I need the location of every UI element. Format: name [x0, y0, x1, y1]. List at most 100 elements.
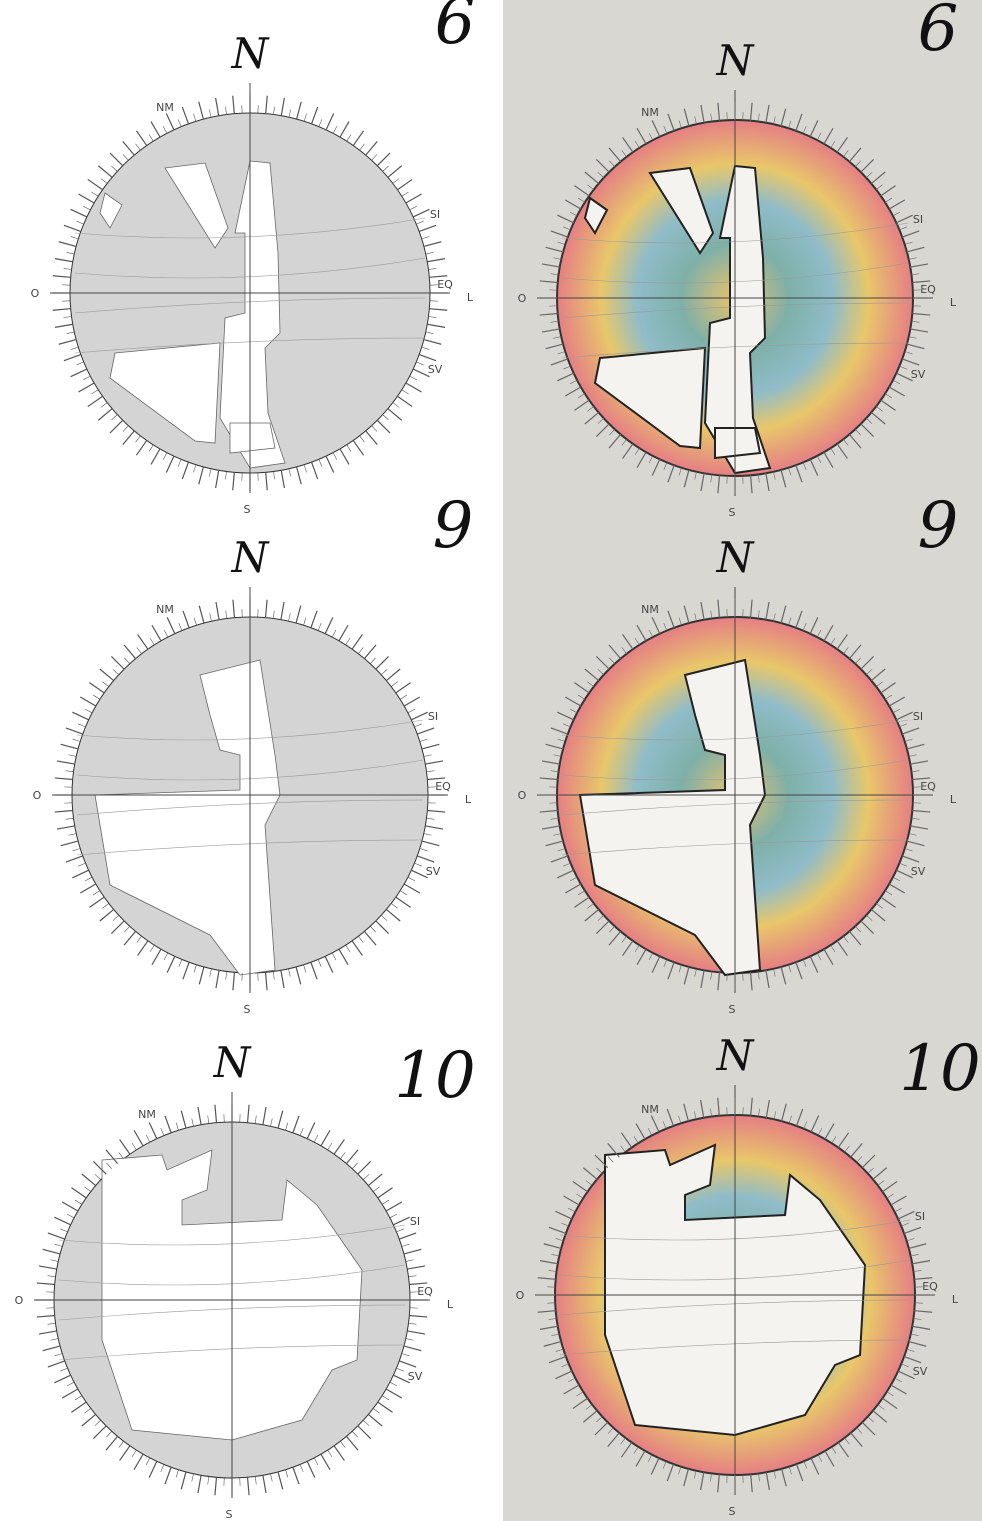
- compass-tick: [541, 760, 560, 765]
- west-label: O: [15, 1294, 24, 1307]
- compass-tick: [265, 472, 268, 491]
- sv-label: SV: [911, 368, 926, 381]
- compass-tick: [553, 257, 562, 260]
- compass-tick: [277, 1110, 284, 1129]
- compass-tick: [209, 968, 212, 977]
- compass-tick: [135, 130, 148, 146]
- compass-tick: [109, 419, 124, 434]
- compass-tick: [557, 214, 574, 224]
- sky-diagram: N 9 NM SI EQ SV O L S: [518, 489, 959, 1016]
- compass-tick: [162, 452, 168, 460]
- compass-tick: [633, 1136, 639, 1144]
- compass-tick: [648, 952, 654, 961]
- compass-tick: [773, 613, 776, 622]
- compass-tick: [399, 1232, 417, 1240]
- compass-tick: [54, 1374, 71, 1384]
- compass-tick: [539, 1260, 558, 1265]
- compass-tick: [902, 358, 920, 366]
- compass-tick: [47, 1360, 65, 1368]
- compass-tick: [150, 448, 161, 465]
- compass-tick: [633, 1446, 639, 1454]
- compass-tick: [97, 165, 113, 178]
- west-label: O: [518, 789, 527, 802]
- compass-tick: [555, 1348, 564, 1352]
- compass-tick: [198, 605, 205, 624]
- compass-tick: [197, 1475, 202, 1494]
- compass-tick: [367, 1173, 383, 1187]
- compass-tick: [906, 1348, 915, 1352]
- compass-tick: [608, 644, 622, 660]
- compass-tick: [387, 408, 403, 421]
- compass-tick: [564, 386, 582, 397]
- compass-tick: [914, 1310, 933, 1313]
- compass-tick: [780, 966, 787, 985]
- compass-tick: [621, 647, 627, 654]
- compass-tick: [382, 414, 389, 421]
- compass-tick: [339, 121, 350, 138]
- compass-tick: [119, 1139, 131, 1155]
- compass-tick: [423, 754, 432, 757]
- compass-tick: [543, 1243, 562, 1249]
- compass-tick: [809, 617, 819, 634]
- compass-tick: [102, 681, 109, 687]
- compass-tick: [876, 184, 883, 190]
- compass-tick: [79, 883, 97, 894]
- compass-tick: [563, 365, 571, 370]
- compass-tick: [850, 1432, 863, 1448]
- compass-tick: [60, 1228, 68, 1233]
- compass-tick: [426, 770, 435, 773]
- compass-tick: [908, 336, 917, 339]
- compass-tick: [577, 694, 586, 700]
- compass-tick: [296, 466, 302, 485]
- compass-tick: [377, 1401, 393, 1413]
- sv-label: SV: [426, 865, 441, 878]
- compass-tick: [124, 657, 130, 664]
- compass-tick: [285, 1469, 289, 1478]
- compass-tick: [358, 936, 364, 943]
- compass-tick: [910, 328, 929, 333]
- compass-tick: [149, 944, 155, 953]
- compass-tick: [545, 343, 564, 350]
- compass-tick: [94, 1174, 101, 1180]
- compass-tick: [84, 708, 93, 714]
- compass-tick: [232, 95, 235, 114]
- compass-tick: [596, 1416, 603, 1423]
- compass-tick: [392, 402, 400, 408]
- compass-tick: [830, 944, 836, 953]
- compass-tick: [99, 668, 115, 682]
- compass-tick: [773, 116, 776, 125]
- compass-tick: [788, 120, 792, 129]
- compass-tick: [403, 696, 421, 707]
- compass-tick: [910, 1254, 919, 1257]
- compass-tick: [788, 617, 792, 626]
- compass-tick: [902, 727, 920, 735]
- compass-tick: [94, 1420, 101, 1426]
- compass-tick: [273, 471, 275, 480]
- compass-tick: [843, 647, 849, 654]
- compass-tick: [910, 760, 929, 765]
- compass-tick: [427, 777, 446, 781]
- compass-tick: [163, 952, 169, 961]
- compass-tick: [178, 623, 183, 631]
- compass-tick: [418, 224, 437, 233]
- compass-tick: [254, 1115, 257, 1124]
- compass-tick: [209, 468, 212, 477]
- compass-tick: [582, 1167, 598, 1180]
- compass-tick: [888, 883, 906, 894]
- compass-tick: [385, 668, 401, 682]
- compass-tick: [662, 1461, 667, 1469]
- compass-tick: [831, 1136, 837, 1144]
- compass-tick: [897, 1210, 915, 1220]
- compass-tick: [564, 696, 582, 707]
- compass-tick: [345, 637, 351, 646]
- compass-tick: [574, 399, 590, 411]
- east-label: L: [467, 291, 474, 304]
- compass-tick: [63, 353, 82, 362]
- compass-tick: [861, 1154, 876, 1169]
- compass-tick: [620, 1437, 626, 1445]
- compass-tick: [894, 1207, 902, 1213]
- compass-tick: [555, 1370, 573, 1380]
- compass-tick: [620, 1145, 626, 1153]
- si-label: SI: [428, 710, 438, 723]
- compass-tick: [209, 613, 212, 622]
